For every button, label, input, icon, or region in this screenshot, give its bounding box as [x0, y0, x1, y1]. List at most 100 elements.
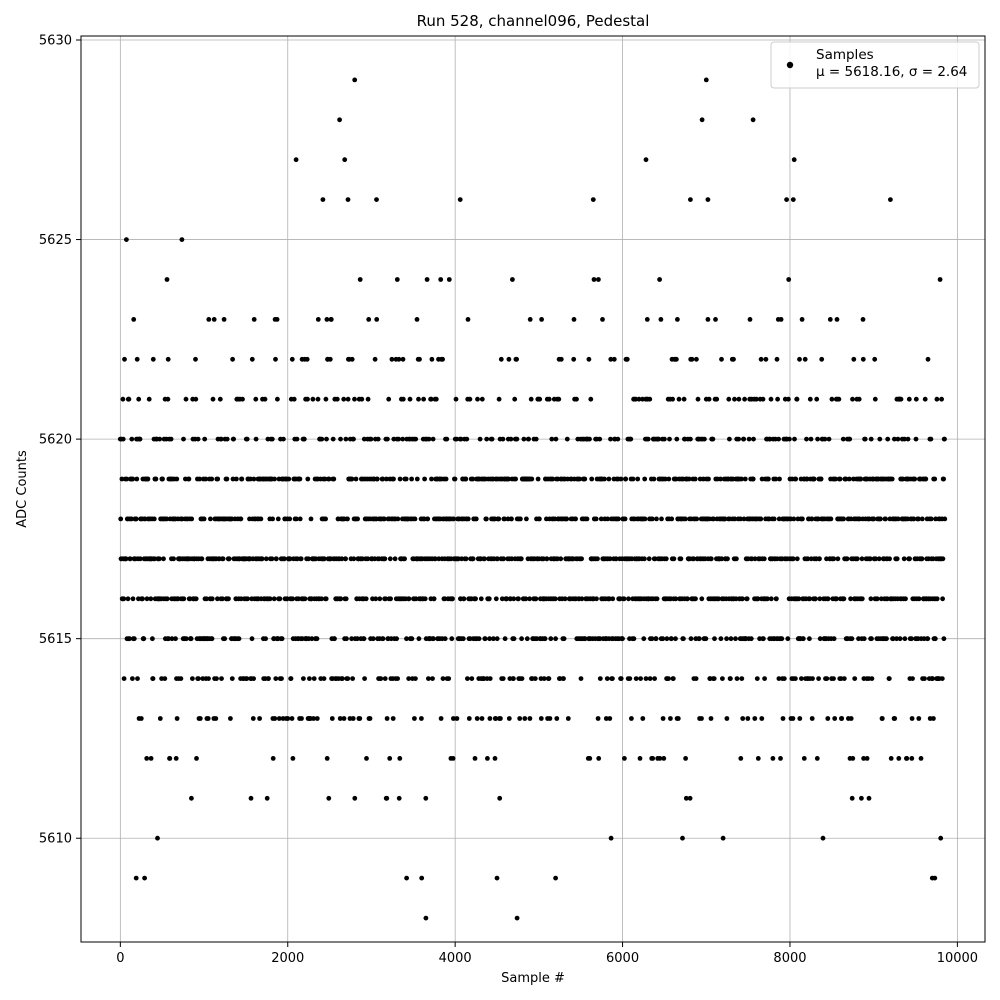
data-point [699, 716, 704, 721]
data-point [275, 516, 281, 522]
data-point [396, 356, 402, 362]
data-point [859, 596, 865, 602]
data-point [932, 476, 938, 482]
data-point [150, 676, 156, 681]
data-point [215, 476, 221, 482]
data-point [266, 676, 271, 681]
data-point [349, 476, 355, 482]
data-point [622, 756, 627, 761]
data-point [858, 476, 864, 482]
data-point [894, 556, 900, 562]
data-point [809, 516, 815, 522]
data-point [776, 676, 782, 681]
data-point [293, 157, 299, 163]
data-point [650, 756, 656, 761]
data-point [141, 636, 147, 642]
data-point [121, 596, 127, 602]
data-point [564, 436, 570, 442]
data-point [413, 436, 419, 442]
data-point [597, 436, 603, 442]
data-point [451, 516, 457, 522]
data-point [150, 356, 156, 362]
data-point [305, 396, 310, 402]
data-point [495, 556, 500, 562]
data-point [671, 556, 677, 562]
data-point [747, 317, 753, 322]
data-point [489, 436, 495, 442]
data-point [469, 676, 475, 681]
data-point [161, 556, 166, 562]
data-point [774, 596, 779, 602]
data-point [249, 356, 255, 362]
data-point [607, 716, 613, 721]
data-point [739, 676, 745, 681]
data-point [474, 716, 480, 721]
data-point [667, 436, 672, 442]
data-point [579, 556, 584, 562]
data-point [537, 516, 542, 522]
data-point [678, 556, 684, 562]
data-point [673, 636, 678, 642]
data-point [396, 436, 401, 442]
data-point [590, 197, 596, 203]
data-point [382, 676, 388, 681]
data-point [230, 356, 236, 362]
data-point [752, 716, 758, 721]
data-point [340, 676, 345, 681]
data-point [703, 636, 709, 642]
data-point [249, 636, 255, 642]
data-point [387, 756, 393, 761]
data-point [867, 556, 873, 562]
data-point [675, 716, 681, 721]
data-point [905, 436, 911, 442]
data-point [341, 716, 347, 721]
data-point [349, 356, 355, 362]
data-point [642, 516, 648, 522]
data-point [718, 636, 724, 642]
data-point [222, 636, 228, 642]
data-point [825, 716, 831, 721]
data-point [791, 516, 797, 522]
data-point [126, 396, 132, 402]
data-point [750, 117, 756, 123]
data-point [375, 436, 381, 442]
data-point [392, 556, 398, 562]
data-point [800, 636, 806, 642]
data-point [594, 596, 599, 602]
data-point [370, 636, 376, 642]
data-point [253, 396, 259, 402]
data-point [442, 636, 448, 642]
data-point [670, 396, 675, 402]
data-point [477, 436, 483, 442]
data-point [902, 636, 908, 642]
data-point [171, 556, 177, 562]
data-point [423, 795, 429, 801]
data-point [301, 436, 307, 442]
data-point [837, 476, 843, 482]
data-point [846, 476, 852, 482]
tick-layer: 0 2000 4000 6000 8000 10000 5610 5615 5620 5625 56… [39, 33, 978, 966]
data-point [841, 516, 846, 522]
data-point [275, 396, 280, 402]
data-point [781, 676, 787, 681]
data-point [669, 636, 674, 642]
data-point [610, 596, 616, 602]
data-point [524, 516, 529, 522]
legend-series-name: Samples [816, 47, 874, 63]
data-point [426, 436, 432, 442]
data-point [791, 157, 797, 163]
data-point [532, 676, 538, 681]
data-point [352, 795, 358, 801]
data-point [472, 756, 478, 761]
data-point [387, 556, 393, 562]
data-point [482, 636, 488, 642]
data-point [499, 596, 505, 602]
data-point [319, 436, 325, 442]
data-points [117, 77, 948, 921]
data-point [430, 436, 436, 442]
data-point [817, 556, 822, 562]
data-point [754, 396, 759, 402]
data-point [784, 197, 789, 203]
data-point [561, 636, 567, 642]
data-point [277, 596, 283, 602]
